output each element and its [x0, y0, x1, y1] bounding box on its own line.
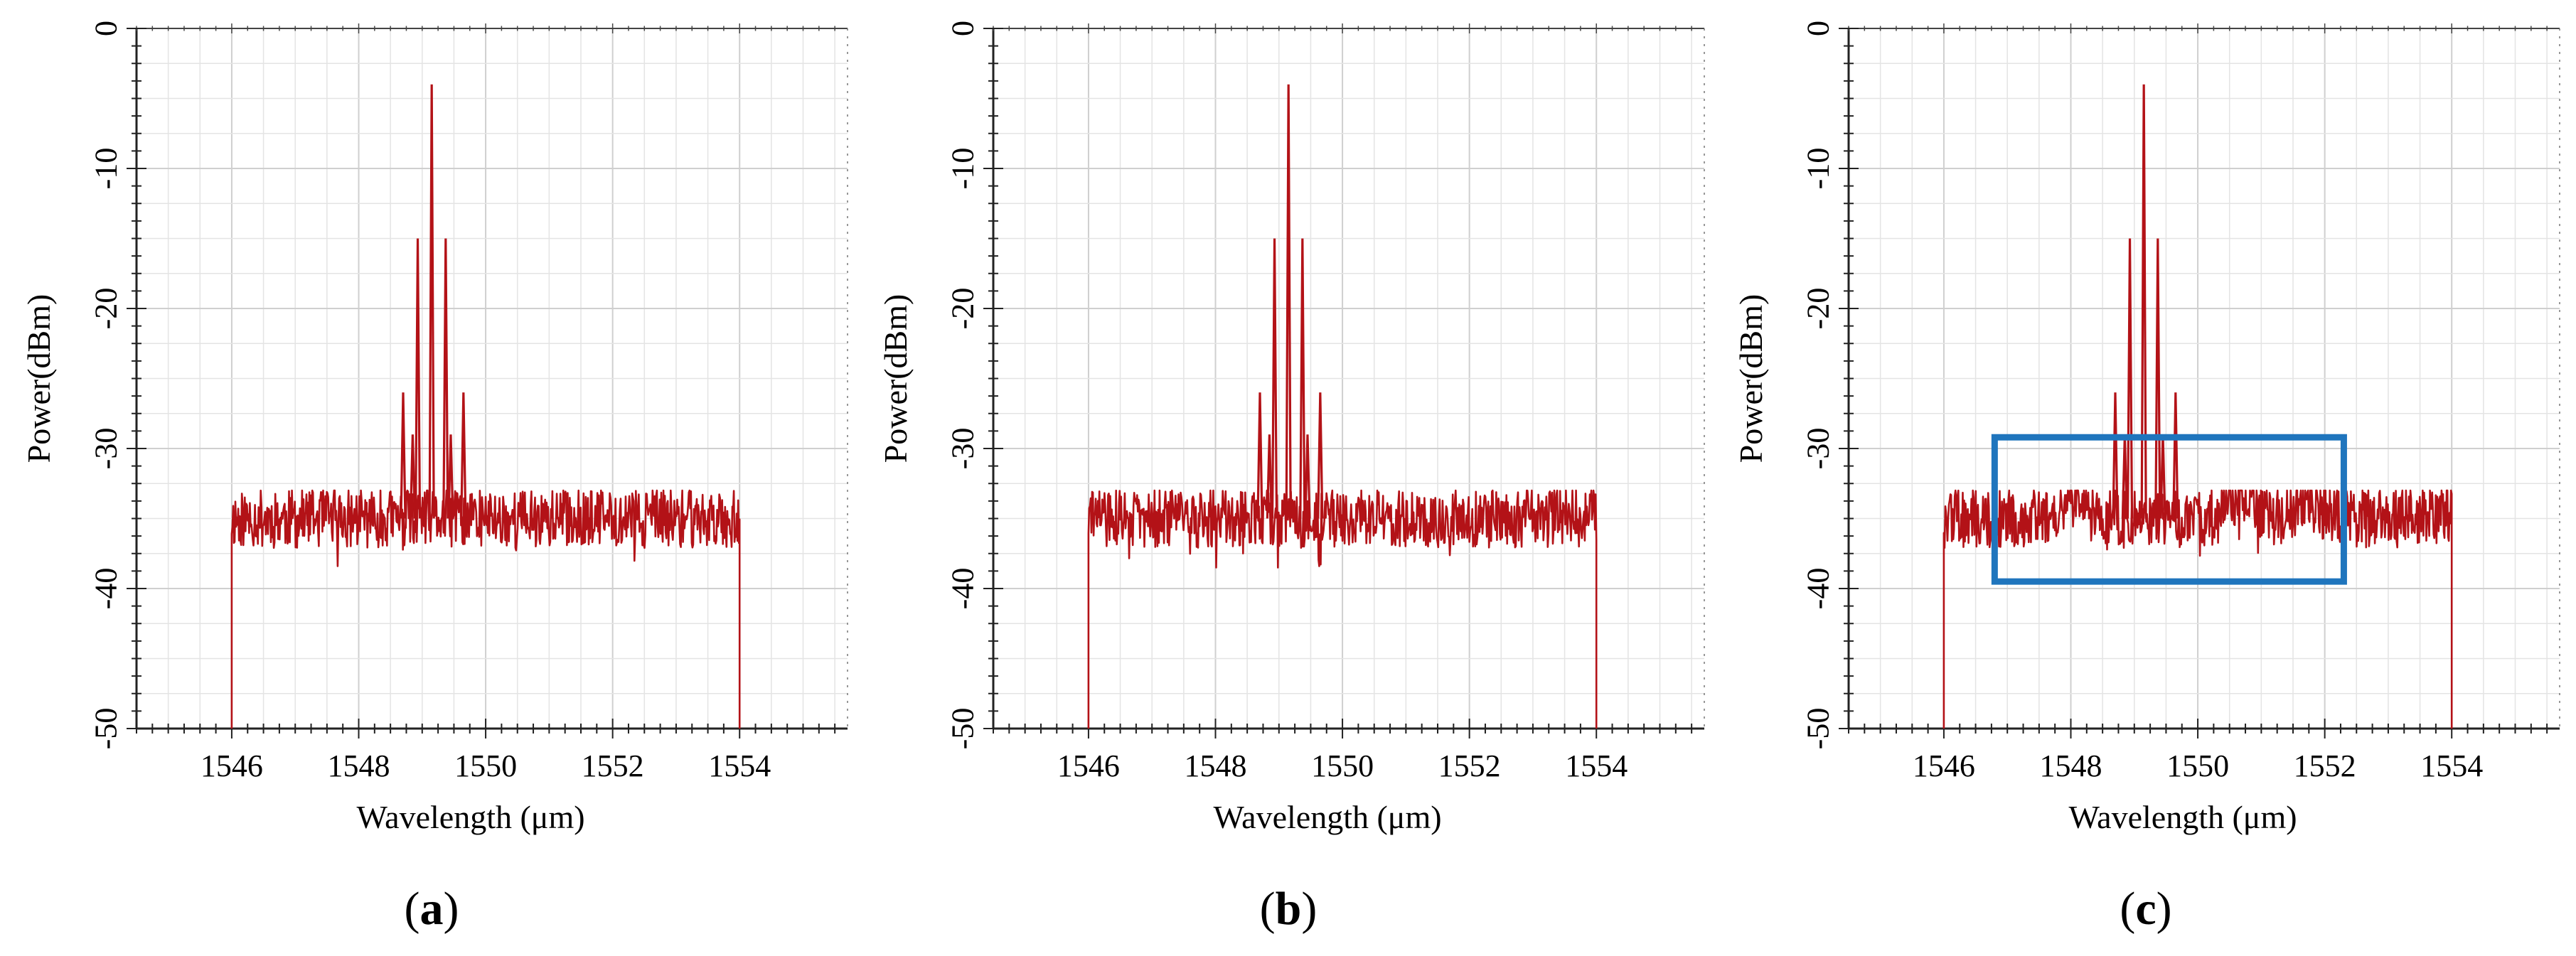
spectral-peak: [2112, 392, 2119, 519]
spectral-peak: [428, 84, 435, 519]
x-tick-label: 1554: [1565, 748, 1628, 783]
y-tick-label: -30: [88, 428, 123, 470]
chart-panel-b: 1546 1548 1550 1552 1554 0 -10 -20 -30 -40 -50 Wave…: [877, 21, 1705, 935]
spectral-peak: [1256, 392, 1263, 519]
y-tick-label: -20: [945, 288, 980, 330]
spectrum-trace: [1087, 489, 1598, 729]
y-tick-label: -40: [88, 568, 123, 610]
x-tick-label: 1552: [2294, 748, 2356, 783]
grid: [1848, 28, 2560, 729]
y-tick-label: -30: [945, 428, 980, 470]
x-tick-label: 1552: [582, 748, 644, 783]
panel-label: (a): [405, 883, 459, 935]
x-tick-label: 1550: [1311, 748, 1374, 783]
x-tick-label: 1546: [201, 748, 263, 783]
spectral-peak: [400, 392, 407, 519]
y-tick-label: -40: [945, 568, 980, 610]
grid: [136, 28, 848, 729]
highlight-box: [1991, 434, 2347, 585]
y-tick-label: -20: [88, 288, 123, 330]
y-tick-label: -10: [1800, 148, 1835, 190]
x-tick-label: 1548: [1185, 748, 1247, 783]
x-tick-label: 1546: [1913, 748, 1975, 783]
y-tick-label: 0: [945, 21, 980, 36]
minor-ticks: [127, 23, 836, 739]
x-tick-label: 1550: [454, 748, 517, 783]
spectral-peak: [2172, 392, 2179, 519]
spectral-peak: [2154, 238, 2161, 519]
x-axis-title: Wavelength (μm): [2068, 799, 2297, 835]
spectral-peak: [1285, 84, 1292, 519]
y-tick-label: 0: [88, 21, 123, 36]
spectral-peak: [409, 434, 416, 519]
spectral-peak: [442, 238, 449, 519]
spectrum-trace: [1942, 489, 2453, 729]
minor-ticks: [1839, 23, 2548, 739]
y-tick-label: -30: [1800, 428, 1835, 470]
y-tick-label: -50: [945, 708, 980, 750]
spectral-peak: [414, 238, 422, 519]
spectral-peak: [1271, 238, 1278, 519]
spectrum-trace: [230, 489, 741, 729]
spectral-peak: [1299, 238, 1306, 519]
x-tick-label: 1554: [2420, 748, 2483, 783]
y-tick-label: -40: [1800, 568, 1835, 610]
spectral-peak: [2126, 238, 2134, 519]
spectral-peak: [2140, 84, 2147, 519]
y-tick-label: -10: [88, 148, 123, 190]
chart-panel-a: 1546 1548 1550 1552 1554 0 -10 -20 -30 -40 -50 Wave…: [21, 21, 848, 935]
spectral-peak: [1304, 434, 1311, 519]
chart-panel-c: 1546 1548 1550 1552 1554 0 -10 -20 -30 -40 -50 Wave…: [1733, 21, 2560, 935]
x-tick-label: 1546: [1057, 748, 1120, 783]
spectral-peak: [460, 392, 467, 519]
y-tick-label: -50: [1800, 708, 1835, 750]
grid: [993, 28, 1704, 729]
x-tick-label: 1550: [2166, 748, 2229, 783]
y-axis-title: Power(dBm): [1733, 294, 1769, 463]
y-tick-label: -20: [1800, 288, 1835, 330]
spectral-peak: [447, 434, 454, 519]
minor-ticks: [983, 23, 1693, 739]
y-axis-title: Power(dBm): [21, 294, 57, 463]
x-axis-title: Wavelength (μm): [356, 799, 584, 835]
x-tick-label: 1554: [708, 748, 771, 783]
panel-label: (b): [1260, 883, 1318, 935]
spectral-peak: [1317, 392, 1324, 519]
y-tick-label: -10: [945, 148, 980, 190]
x-tick-label: 1552: [1438, 748, 1501, 783]
spectral-peak: [1266, 434, 1273, 519]
panel-label: (c): [2120, 883, 2171, 935]
x-axis-title: Wavelength (μm): [1213, 799, 1441, 835]
x-tick-label: 1548: [2040, 748, 2102, 783]
y-tick-label: -50: [88, 708, 123, 750]
y-axis-title: Power(dBm): [877, 294, 914, 463]
y-tick-label: 0: [1800, 21, 1835, 36]
x-tick-label: 1548: [328, 748, 390, 783]
